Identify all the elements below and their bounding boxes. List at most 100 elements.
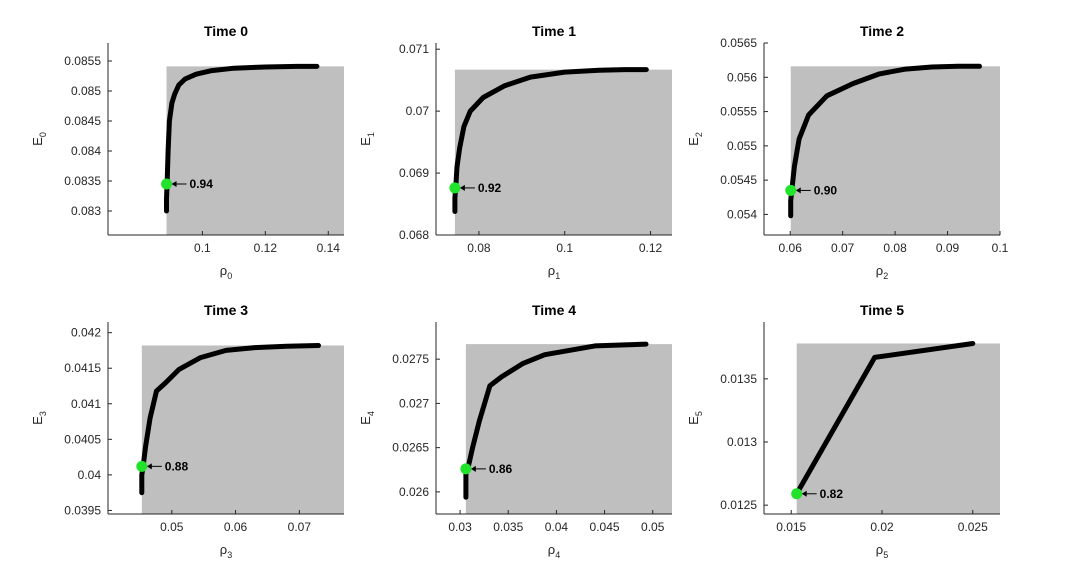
y-tick-label: 0.07 [406,104,430,118]
marker-value-label: 0.90 [814,183,838,197]
chart-title: Time 4 [532,302,576,318]
chart-panel-2: 0.06 0.07 0.08 0.09 0.1 0.054 0.0545 0.055 0.055… [686,23,1009,281]
y-tick-label: 0.0415 [64,361,101,375]
x-axis-label: ρ0 [220,263,232,281]
data-curve [164,63,320,214]
y-tick-label: 0.0125 [720,498,757,512]
y-tick-label: 0.085 [71,84,101,98]
y-tick-label: 0.071 [399,42,429,56]
x-tick-label: 0.1 [556,241,573,255]
x-tick-label: 0.09 [936,241,960,255]
y-axis-label: E2 [686,132,704,146]
y-axis-label: E4 [358,411,376,425]
y-tick-label: 0.0135 [720,372,757,386]
y-tick-label: 0.056 [727,70,757,84]
marker-arrow-head [459,184,465,191]
shaded-region [141,345,344,514]
y-tick-label: 0.0405 [64,432,101,446]
x-tick-label: 0.045 [590,520,620,534]
y-tick-label: 0.0845 [64,114,101,128]
x-tick-label: 0.1 [992,241,1009,255]
shaded-region [796,343,1000,514]
chart-title: Time 0 [204,23,248,39]
x-tick-label: 0.025 [958,520,988,534]
y-tick-label: 0.027 [399,396,429,410]
y-tick-label: 0.0395 [64,503,101,517]
x-tick-label: 0.07 [831,241,855,255]
y-tick-label: 0.0835 [64,174,101,188]
y-tick-label: 0.041 [71,397,101,411]
x-tick-label: 0.07 [288,520,312,534]
data-marker-point [460,463,472,475]
y-tick-label: 0.068 [399,228,429,242]
marker-arrow-head [795,187,801,194]
shaded-region [790,66,1000,235]
y-tick-label: 0.054 [727,207,757,221]
x-tick-label: 0.08 [467,241,491,255]
y-axis-label: E1 [358,132,376,146]
y-tick-label: 0.04 [78,468,102,482]
x-tick-label: 0.015 [776,520,806,534]
shaded-region [166,66,344,236]
x-tick-label: 0.08 [883,241,907,255]
chart-panel-4: 0.03 0.035 0.04 0.045 0.05 0.026 0.0265 0.027 0.… [358,302,672,560]
data-marker-point [136,460,148,472]
y-tick-label: 0.026 [399,485,429,499]
x-tick-label: 0.12 [254,241,278,255]
y-tick-label: 0.055 [727,139,757,153]
x-axis-label: ρ4 [548,542,560,560]
x-tick-label: 0.06 [224,520,248,534]
x-axis-label: ρ2 [876,263,888,281]
x-tick-label: 0.035 [493,520,523,534]
x-tick-label: 0.05 [641,520,665,534]
marker-arrow-head [146,463,152,470]
y-tick-label: 0.083 [71,204,101,218]
marker-value-label: 0.86 [489,462,513,476]
marker-arrow-head [171,181,177,187]
chart-title: Time 1 [532,23,576,39]
shaded-region [454,69,672,235]
y-tick-label: 0.013 [727,435,757,449]
chart-panel-3: 0.05 0.06 0.07 0.0395 0.04 0.0405 0.041 0.0415 0… [30,302,344,560]
x-tick-label: 0.12 [639,241,663,255]
data-curve [794,341,976,497]
x-tick-label: 0.05 [160,520,184,534]
y-tick-label: 0.0555 [720,105,757,119]
x-axis-label: ρ5 [876,542,888,560]
chart-title: Time 5 [860,302,904,318]
y-axis-label: E0 [30,132,48,146]
marker-value-label: 0.82 [820,487,844,501]
y-tick-label: 0.0855 [64,54,101,68]
chart-title: Time 3 [204,302,248,318]
y-tick-label: 0.0275 [392,352,429,366]
y-tick-label: 0.084 [71,144,101,158]
chart-panel-1: 0.08 0.1 0.12 0.068 0.069 0.07 0.071 Time 1 ρ1 E1… [358,23,672,281]
y-axis-label: E3 [30,411,48,425]
data-marker-point [449,182,461,194]
x-tick-label: 0.03 [448,520,472,534]
marker-value-label: 0.88 [165,459,189,473]
y-tick-label: 0.042 [71,326,101,340]
y-axis-label: E5 [686,411,704,425]
y-tick-label: 0.0565 [720,36,757,50]
x-tick-label: 0.14 [317,241,341,255]
chart-panel-5: 0.015 0.02 0.025 0.0125 0.013 0.0135 Time 5 ρ5 E… [686,302,1000,560]
x-tick-label: 0.02 [870,520,894,534]
x-axis-label: ρ1 [548,263,560,281]
y-tick-label: 0.069 [399,166,429,180]
marker-arrow-head [470,465,476,472]
chart-title: Time 2 [860,23,904,39]
data-marker-point [161,178,173,190]
shaded-region [465,344,672,514]
marker-value-label: 0.94 [190,177,214,191]
y-tick-label: 0.0265 [392,441,429,455]
x-tick-label: 0.06 [779,241,803,255]
y-tick-label: 0.0545 [720,173,757,187]
data-marker-point [785,184,797,196]
chart-panel-0: 0.1 0.12 0.14 0.083 0.0835 0.084 0.0845 0.085 0.… [30,23,344,281]
x-axis-label: ρ3 [220,542,232,560]
x-tick-label: 0.04 [545,520,569,534]
marker-value-label: 0.92 [478,181,502,195]
x-tick-label: 0.1 [194,241,211,255]
